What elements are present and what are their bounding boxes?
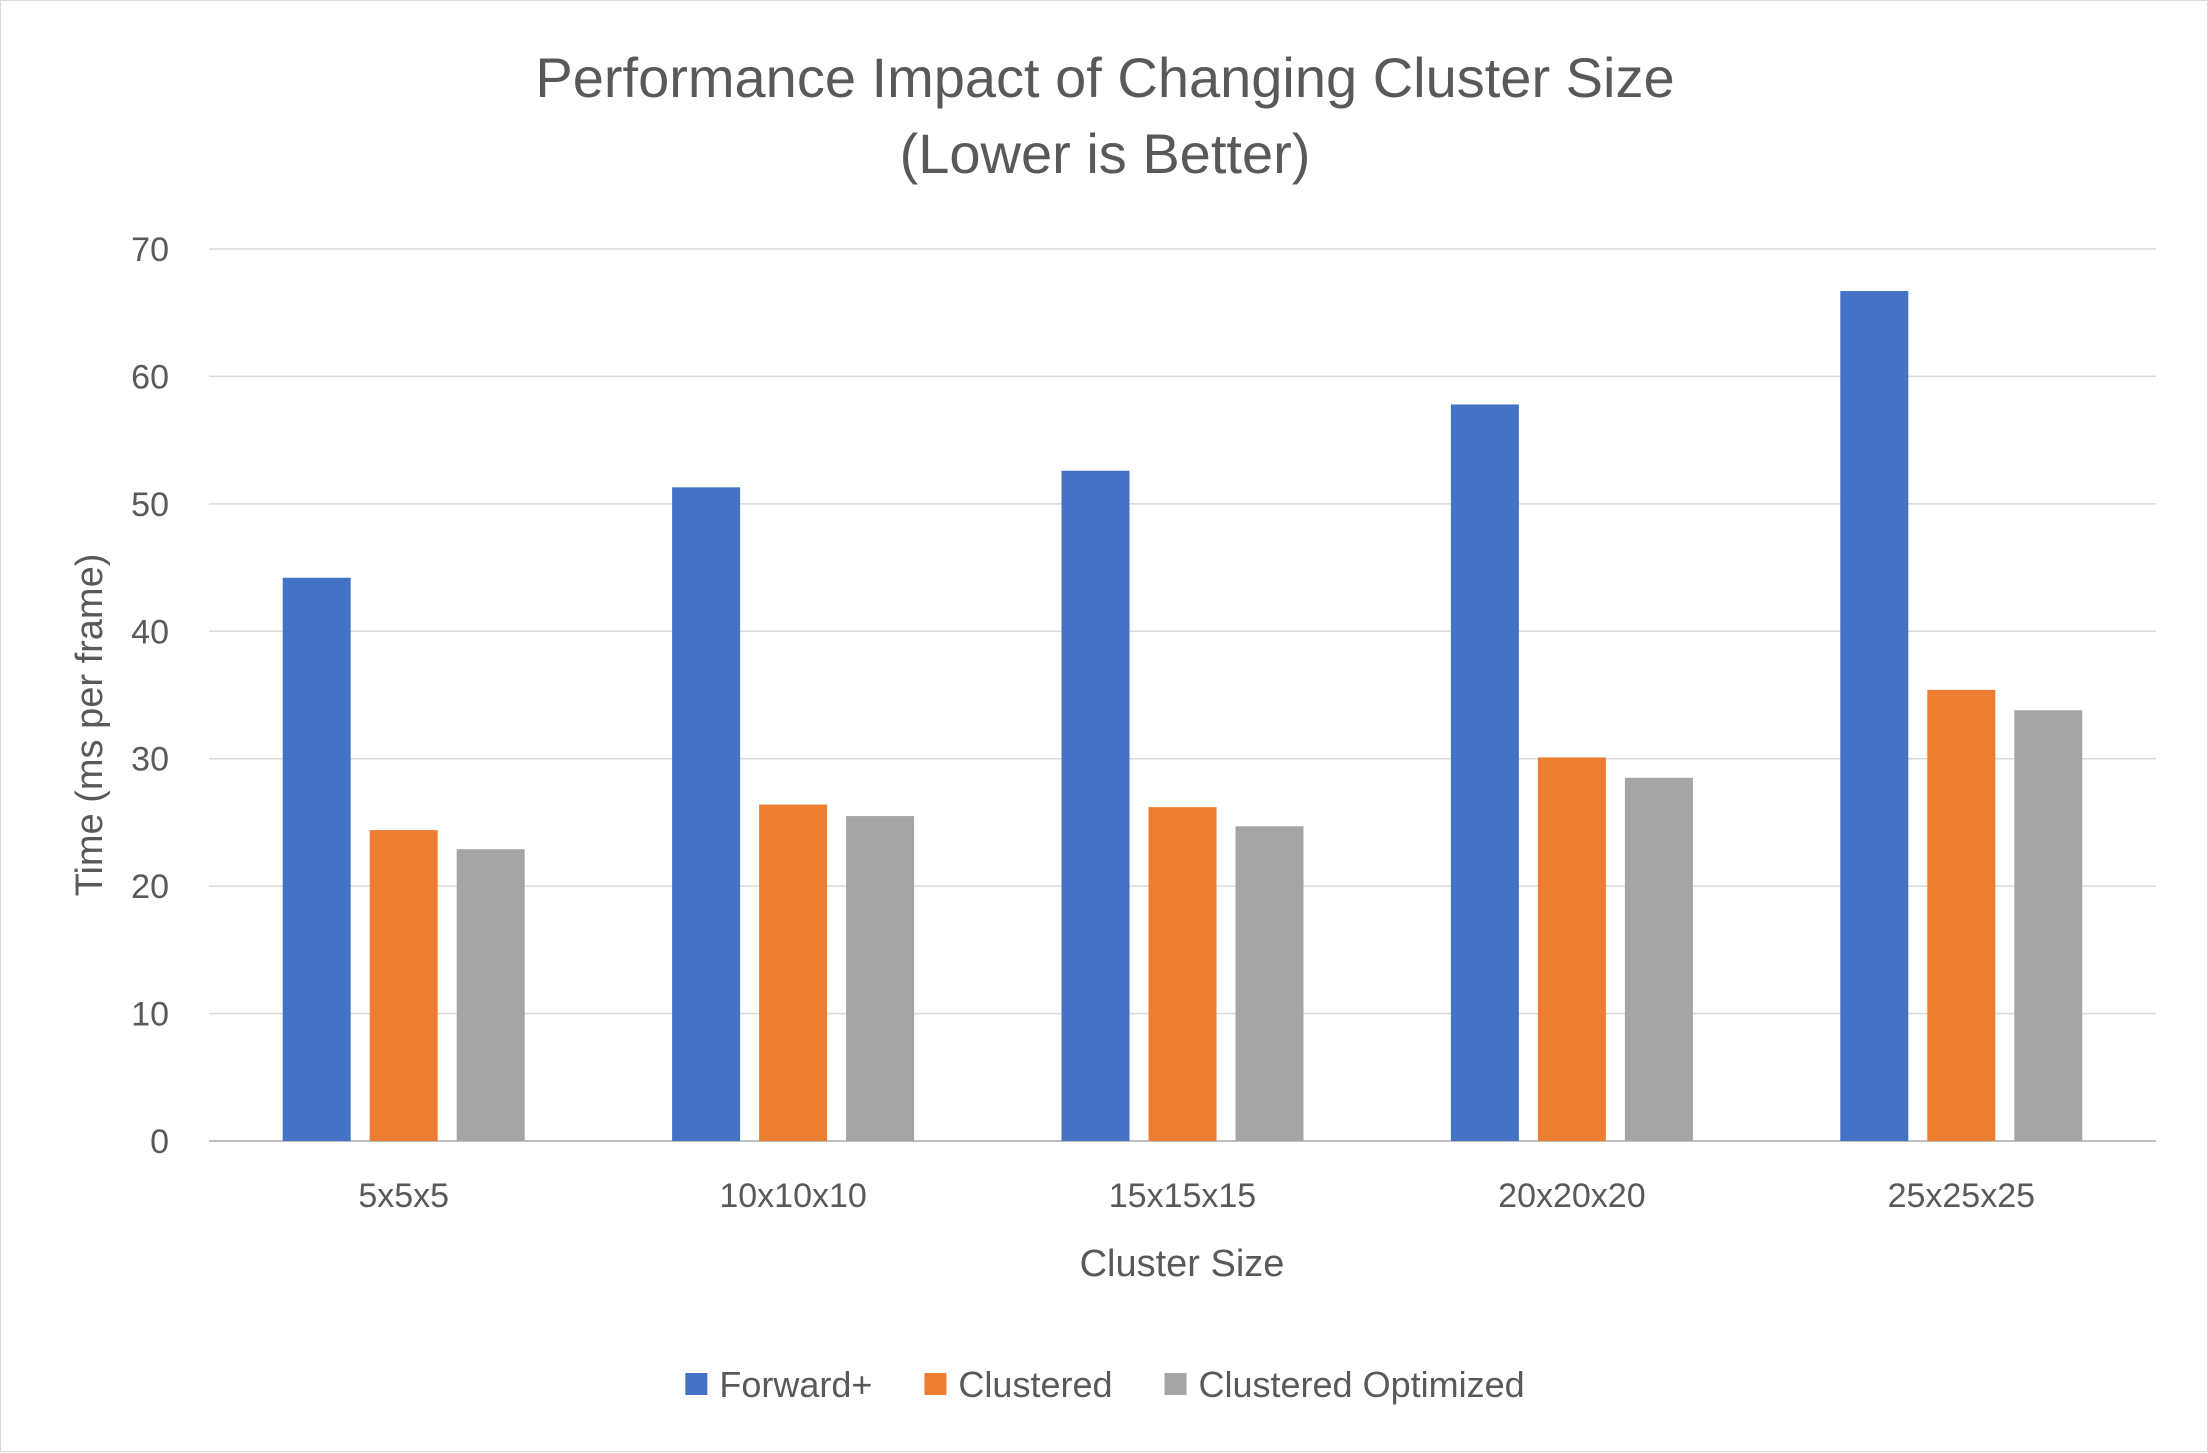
legend-swatch (685, 1373, 708, 1395)
bar-clustered-optimized-5x5x5 (456, 849, 525, 1141)
x-tick-label: 20x20x20 (1498, 1177, 1645, 1215)
y-axis-ticks: 0 10 20 30 40 50 60 70 (131, 231, 169, 1161)
bar-forward-5x5x5 (282, 577, 351, 1141)
x-tick-label: 25x25x25 (1888, 1177, 2035, 1215)
bar-clustered-10x10x10 (759, 804, 828, 1141)
bar-clustered-optimized-10x10x10 (846, 816, 915, 1141)
x-tick-label: 10x10x10 (719, 1177, 866, 1215)
x-axis-ticks: 5x5x5 10x10x10 15x15x15 20x20x20 25x25x25 (358, 1177, 2035, 1215)
legend: Forward+ Clustered Clustered Optimized (685, 1364, 1525, 1405)
bar-clustered-25x25x25 (1927, 689, 1996, 1141)
bar-clustered-optimized-25x25x25 (2014, 710, 2083, 1141)
bar-clustered-20x20x20 (1537, 757, 1606, 1141)
y-tick-label: 30 (131, 741, 169, 779)
legend-label: Clustered Optimized (1199, 1364, 1525, 1405)
legend-swatch (1164, 1373, 1187, 1395)
bar-forward-25x25x25 (1840, 291, 1909, 1142)
y-tick-label: 20 (131, 868, 169, 906)
x-tick-label: 5x5x5 (358, 1177, 449, 1215)
y-tick-label: 0 (150, 1123, 169, 1161)
gridlines (209, 248, 2156, 1142)
bars (282, 291, 2083, 1142)
chart-subtitle: (Lower is Better) (900, 122, 1311, 185)
chart-title: Performance Impact of Changing Cluster S… (535, 46, 1674, 109)
bar-clustered-optimized-15x15x15 (1235, 826, 1304, 1141)
bar-forward-15x15x15 (1061, 470, 1130, 1141)
y-tick-label: 50 (131, 486, 169, 524)
y-axis-title: Time (ms per frame) (69, 554, 111, 897)
legend-label: Clustered (958, 1364, 1112, 1405)
y-tick-label: 40 (131, 613, 169, 651)
bar-clustered-15x15x15 (1148, 807, 1217, 1141)
x-axis-title: Cluster Size (1080, 1243, 1285, 1285)
y-tick-label: 70 (131, 231, 169, 269)
legend-label: Forward+ (719, 1364, 872, 1405)
x-tick-label: 15x15x15 (1109, 1177, 1256, 1215)
bar-forward-10x10x10 (672, 487, 741, 1141)
bar-clustered-optimized-20x20x20 (1624, 777, 1693, 1141)
y-tick-label: 10 (131, 996, 169, 1034)
bar-forward-20x20x20 (1450, 404, 1519, 1141)
legend-swatch (924, 1373, 947, 1395)
bar-clustered-5x5x5 (369, 830, 438, 1141)
y-tick-label: 60 (131, 358, 169, 396)
